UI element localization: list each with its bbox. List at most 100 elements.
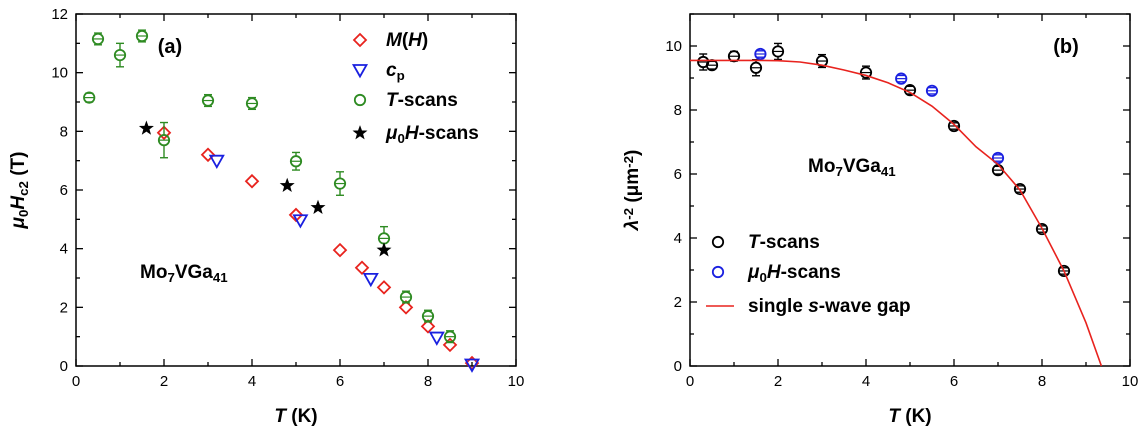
data-point (376, 280, 392, 295)
x-tick-label: 8 (1038, 373, 1046, 390)
y-tick-label: 12 (51, 6, 68, 23)
data-point (771, 45, 785, 58)
text-run: (K) (900, 406, 932, 427)
text-run: (T) (8, 152, 29, 182)
data-point (428, 331, 445, 346)
text-run: T (748, 232, 761, 253)
y-axis-label: λ-2 (μm-2) (621, 150, 643, 232)
text-run: H (767, 262, 782, 283)
text-run: 0 (759, 270, 766, 285)
plot-frame (689, 13, 1131, 367)
text-run: -scans (419, 123, 479, 144)
y-tick-label: 0 (60, 358, 68, 375)
text-run: T (888, 406, 901, 427)
series-1 (208, 154, 481, 373)
data-point (157, 134, 171, 147)
text-run: s (808, 296, 819, 317)
legend-label: cp (386, 60, 405, 83)
series-2 (690, 59, 1103, 367)
y-tick-label: 8 (60, 123, 68, 140)
text-run: μ (8, 216, 29, 229)
x-tick-label: 4 (248, 373, 256, 390)
data-point (288, 207, 304, 223)
data-point (1035, 222, 1049, 236)
y-tick-label: 2 (674, 294, 682, 311)
text-run: 0 (397, 131, 404, 146)
text-run: VGa (175, 262, 213, 283)
data-point (245, 97, 259, 110)
data-point (925, 84, 939, 97)
y-axis-label: μ0Hc2 (T) (8, 152, 31, 230)
x-tick-label: 10 (1122, 373, 1139, 390)
data-point (376, 242, 392, 257)
text-run: p (397, 68, 405, 83)
legend-marker (351, 64, 369, 79)
x-tick-label: 4 (862, 373, 870, 390)
data-point (991, 151, 1005, 165)
text-run: μ (385, 123, 398, 144)
data-point (83, 91, 96, 104)
data-point (91, 32, 105, 46)
text-run: M (386, 30, 403, 51)
text-run: 41 (213, 270, 228, 285)
data-point (421, 310, 435, 323)
text-run: -2 (621, 208, 636, 220)
text-run: H (8, 195, 29, 210)
data-point (279, 177, 295, 192)
y-tick-label: 6 (674, 166, 682, 183)
data-point (420, 319, 436, 334)
text-run: VGa (843, 156, 881, 177)
data-point (895, 72, 908, 85)
text-run: T (274, 406, 287, 427)
data-point (727, 50, 741, 63)
text-run: ) (422, 30, 428, 51)
data-point (815, 54, 829, 68)
text-run: -2 (621, 156, 636, 168)
text-run: -scans (398, 90, 458, 111)
text-run: 41 (881, 164, 896, 179)
x-tick-label: 10 (508, 373, 525, 390)
x-tick-label: 2 (774, 373, 782, 390)
data-point (138, 120, 154, 135)
legend-label: M(H) (386, 30, 428, 51)
data-point (399, 290, 413, 304)
data-point (1057, 264, 1071, 278)
series-0 (697, 42, 1071, 278)
y-tick-label: 2 (60, 299, 68, 316)
data-point (398, 300, 414, 315)
x-axis-label: T (K) (274, 406, 317, 427)
compound-annotation: Mo7VGa41 (140, 262, 228, 285)
data-point (135, 29, 149, 43)
legend-label: μ0H-scans (747, 262, 841, 285)
data-point (443, 330, 457, 343)
text-run: 7 (167, 270, 174, 285)
text-run: (K) (286, 406, 318, 427)
text-run: -scans (781, 262, 841, 283)
data-point (1013, 182, 1027, 196)
x-tick-label: 8 (424, 373, 432, 390)
text-run: c2 (16, 181, 31, 196)
data-point (463, 358, 481, 373)
data-point (464, 355, 480, 371)
text-run: H (408, 30, 423, 51)
x-tick-label: 6 (336, 373, 344, 390)
text-run: 0 (16, 210, 31, 217)
text-run: c (386, 60, 397, 81)
data-point (749, 61, 763, 74)
series-1 (754, 47, 1005, 165)
text-run: -scans (760, 232, 820, 253)
y-tick-label: 8 (674, 102, 682, 119)
data-point (354, 260, 370, 276)
data-point (333, 177, 347, 190)
x-axis-label: T (K) (888, 406, 931, 427)
x-tick-label: 2 (160, 373, 168, 390)
data-point (332, 242, 348, 258)
y-tick-label: 6 (60, 182, 68, 199)
data-point (201, 94, 215, 107)
series-3 (138, 120, 392, 257)
data-point (362, 272, 379, 288)
legend-label: T-scans (748, 232, 820, 253)
